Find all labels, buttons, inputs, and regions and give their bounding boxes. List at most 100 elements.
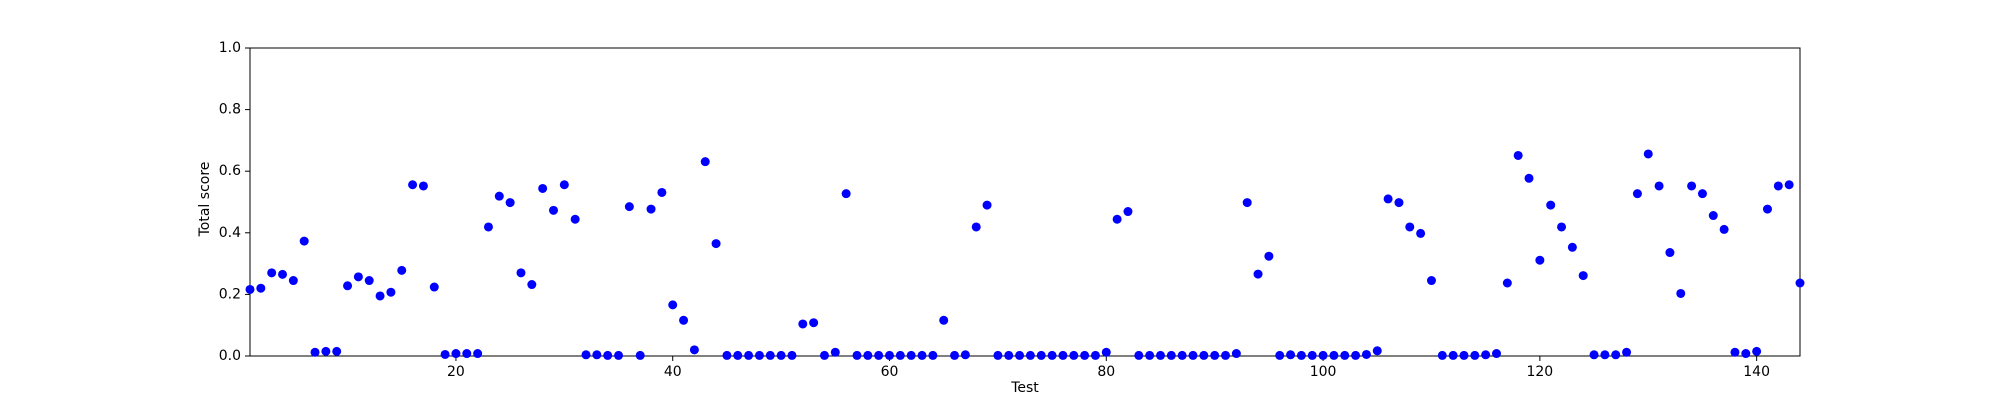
point <box>516 268 526 278</box>
point <box>1741 349 1751 359</box>
point <box>1069 350 1079 360</box>
point <box>505 198 515 208</box>
point <box>462 349 472 359</box>
point <box>928 350 938 360</box>
point <box>1383 194 1393 204</box>
point <box>1101 347 1111 357</box>
point <box>1752 346 1762 356</box>
point <box>841 189 851 199</box>
point <box>657 187 667 197</box>
point <box>950 350 960 360</box>
point <box>1188 350 1198 360</box>
point <box>1665 248 1675 258</box>
point <box>1762 204 1772 214</box>
point <box>1286 350 1296 360</box>
point <box>1459 350 1469 360</box>
point <box>1632 189 1642 199</box>
point <box>1416 228 1426 238</box>
point <box>1622 347 1632 357</box>
point <box>679 315 689 325</box>
point <box>332 346 342 356</box>
point <box>971 222 981 232</box>
point <box>744 350 754 360</box>
x-tick-label: 100 <box>1310 364 1337 380</box>
point <box>624 202 634 212</box>
point <box>1535 255 1545 265</box>
x-tick-label: 120 <box>1526 364 1553 380</box>
point <box>592 350 602 360</box>
point <box>1340 350 1350 360</box>
point <box>440 349 450 359</box>
point <box>1047 350 1057 360</box>
point <box>1004 350 1014 360</box>
point <box>1405 222 1415 232</box>
point <box>603 350 613 360</box>
point <box>1275 350 1285 360</box>
point <box>1166 350 1176 360</box>
point <box>1470 350 1480 360</box>
x-axis-label: Test <box>1010 380 1039 396</box>
point <box>668 300 678 310</box>
point <box>1264 251 1274 261</box>
x-tick-label: 80 <box>1097 364 1115 380</box>
point <box>1654 181 1664 191</box>
point <box>245 284 255 294</box>
point <box>1177 350 1187 360</box>
point <box>310 347 320 357</box>
point <box>1351 350 1361 360</box>
point <box>1773 181 1783 191</box>
y-tick-label: 0.8 <box>219 102 241 118</box>
point <box>852 350 862 360</box>
point <box>689 345 699 355</box>
point <box>1231 349 1241 359</box>
point <box>982 200 992 210</box>
point <box>375 291 385 301</box>
point <box>288 276 298 286</box>
point <box>993 350 1003 360</box>
point <box>1719 224 1729 234</box>
point <box>559 180 569 190</box>
point <box>256 283 266 293</box>
point <box>765 350 775 360</box>
point <box>863 350 873 360</box>
point <box>635 350 645 360</box>
point <box>1481 350 1491 360</box>
point <box>798 319 808 329</box>
point <box>809 318 819 328</box>
point <box>1199 350 1209 360</box>
point <box>1448 350 1458 360</box>
point <box>429 282 439 292</box>
point <box>1524 173 1534 183</box>
y-axis-label: Total score <box>197 162 213 238</box>
point <box>397 265 407 275</box>
point <box>1784 180 1794 190</box>
point <box>1600 350 1610 360</box>
point <box>1296 350 1306 360</box>
point <box>267 268 277 278</box>
point <box>1090 350 1100 360</box>
point <box>1697 189 1707 199</box>
point <box>299 236 309 246</box>
point <box>1643 149 1653 159</box>
point <box>776 350 786 360</box>
point <box>885 350 895 360</box>
point <box>1210 350 1220 360</box>
point <box>1546 200 1556 210</box>
point <box>830 347 840 357</box>
point <box>722 350 732 360</box>
point <box>473 349 483 359</box>
point <box>386 287 396 297</box>
point <box>1036 350 1046 360</box>
point <box>1015 350 1025 360</box>
y-tick-label: 1.0 <box>219 40 241 56</box>
point <box>711 239 721 249</box>
x-tick-label: 60 <box>881 364 899 380</box>
point <box>1687 181 1697 191</box>
point <box>353 272 363 282</box>
point <box>1155 350 1165 360</box>
point <box>1676 288 1686 298</box>
point <box>1567 242 1577 252</box>
point <box>548 205 558 215</box>
point <box>1589 350 1599 360</box>
